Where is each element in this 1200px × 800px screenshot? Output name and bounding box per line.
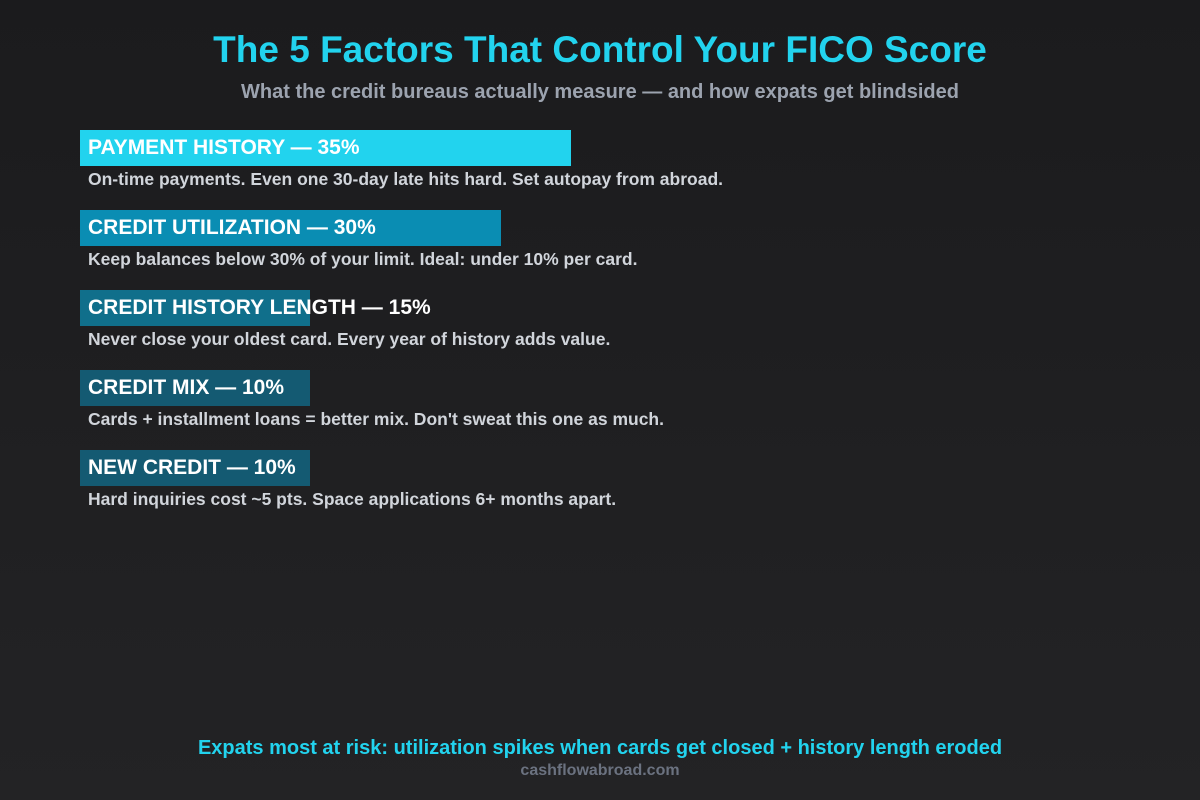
factor-label: CREDIT MIX — 10% <box>88 376 285 399</box>
factor-row: CREDIT UTILIZATION — 30% Keep balances be… <box>80 210 1120 290</box>
page-subtitle: What the credit bureaus actually measure… <box>241 81 959 103</box>
footer-note: Expats most at risk: utilization spikes … <box>197 737 1003 759</box>
factor-bar <box>80 210 501 246</box>
factor-label: CREDIT HISTORY LENGTH — 15% <box>88 296 431 319</box>
factor-description: On-time payments. Even one 30-day late h… <box>88 169 724 189</box>
factor-bar <box>80 130 572 166</box>
factor-label: PAYMENT HISTORY — 35% <box>88 136 360 159</box>
factor-description: Hard inquiries cost ~5 pts. Space applic… <box>88 489 617 509</box>
footer-site: cashflowabroad.com <box>520 762 680 779</box>
factor-bar <box>80 450 310 486</box>
factor-row: CREDIT HISTORY LENGTH — 15% Never close y… <box>80 290 1120 370</box>
factor-description: Keep balances below 30% of your limit. I… <box>88 249 638 269</box>
factor-label: CREDIT UTILIZATION — 30% <box>88 216 376 239</box>
factor-label: NEW CREDIT — 10% <box>88 456 296 479</box>
factor-bar <box>80 290 310 326</box>
factor-row: CREDIT MIX — 10% Cards + installment loan… <box>80 370 1120 450</box>
factor-row: NEW CREDIT — 10% Hard inquiries cost ~5 p… <box>80 450 1120 530</box>
factor-bar-chart: PAYMENT HISTORY — 35% On-time payments. E… <box>80 130 1120 530</box>
factor-description: Never close your oldest card. Every year… <box>88 329 611 349</box>
factor-bar <box>80 370 310 406</box>
factor-row: PAYMENT HISTORY — 35% On-time payments. E… <box>80 130 1120 210</box>
page-title: The 5 Factors That Control Your FICO Sco… <box>213 29 987 70</box>
factor-description: Cards + installment loans = better mix. … <box>88 409 664 429</box>
